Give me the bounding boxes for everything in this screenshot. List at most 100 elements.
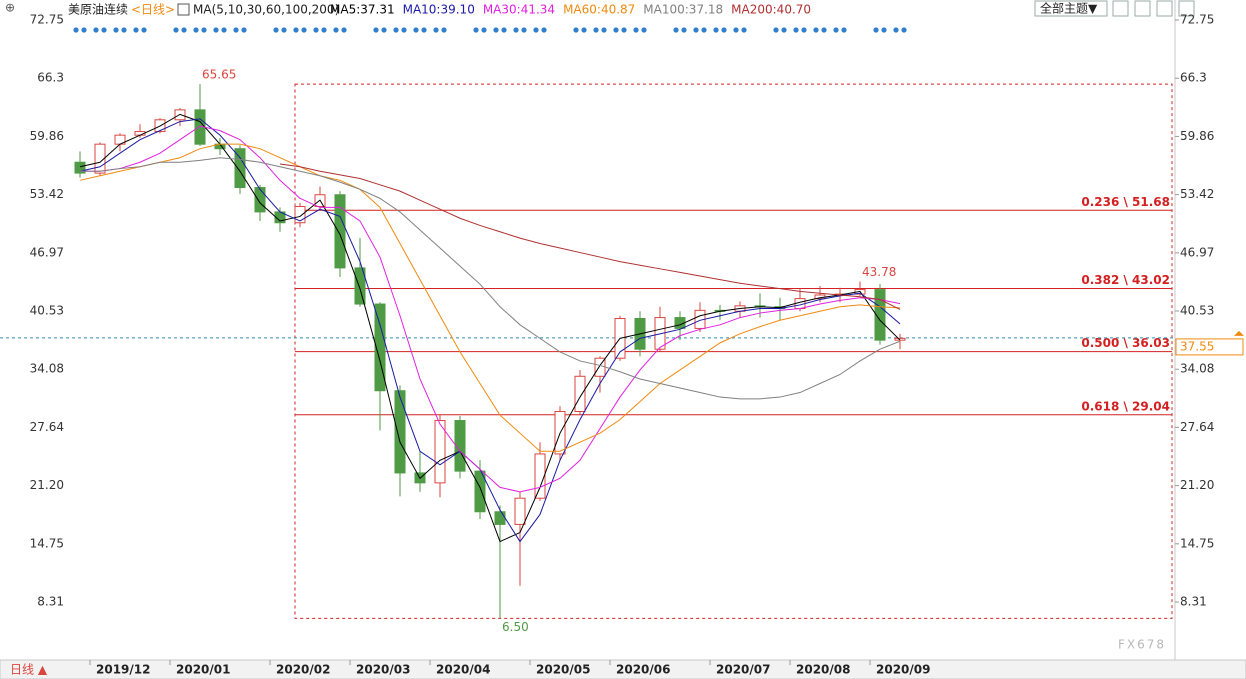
signal-dot <box>201 27 207 33</box>
signal-dot <box>193 27 199 33</box>
signal-dot <box>533 27 539 33</box>
candle-body <box>94 143 106 174</box>
fib-label: 0.236 \ 51.68 <box>1081 195 1170 209</box>
header: 美原油连续 <日线> MA(5,10,30,60,100,200) <box>68 2 339 17</box>
y-tick-label-right: 14.75 <box>1180 536 1214 550</box>
signal-dot <box>73 27 79 33</box>
x-tick-label: 2020/05 <box>536 663 590 677</box>
candle-body <box>514 497 526 525</box>
signal-dot <box>293 27 299 33</box>
signal-dot <box>733 27 739 33</box>
move-button[interactable] <box>1156 0 1173 17</box>
y-tick-label-right: 53.42 <box>1180 187 1214 201</box>
signal-dot <box>593 27 599 33</box>
indicator-icon[interactable] <box>177 3 190 16</box>
y-tick-label: 8.31 <box>37 594 64 608</box>
signal-dot <box>133 27 139 33</box>
signal-dot <box>393 27 399 33</box>
signal-dot <box>681 27 687 33</box>
fib-label: 0.382 \ 43.02 <box>1081 273 1170 287</box>
y-tick-label-right: 8.31 <box>1180 594 1207 608</box>
y-tick-label: 72.75 <box>30 12 64 26</box>
legend-entry: MA60:40.87 <box>563 3 635 17</box>
signal-dot <box>813 27 819 33</box>
signal-dot <box>841 27 847 33</box>
x-tick-label: 2020/03 <box>356 663 410 677</box>
y-tick-label-right: 34.08 <box>1180 362 1214 376</box>
y-tick-label: 40.53 <box>30 303 64 317</box>
signal-dot <box>301 27 307 33</box>
legend-entry: MA30:41.34 <box>483 3 555 17</box>
candle-body <box>494 511 506 525</box>
x-tick-label: 2020/06 <box>616 663 670 677</box>
price-annotation: 6.50 <box>502 620 529 634</box>
y-tick-label-right: 72.75 <box>1180 12 1214 26</box>
y-tick-label: 53.42 <box>30 187 64 201</box>
signal-dot <box>333 27 339 33</box>
last-price-box <box>1175 338 1244 356</box>
signal-dot <box>213 27 219 33</box>
y-tick-label: 34.08 <box>30 362 64 376</box>
candle-body <box>374 303 386 392</box>
period-button[interactable]: 日线 ▲ <box>10 663 48 677</box>
candle-body <box>294 205 306 224</box>
signal-dot <box>501 27 507 33</box>
candle-body <box>254 187 266 213</box>
y-tick-label-right: 66.3 <box>1180 71 1207 85</box>
candle-body <box>874 289 886 341</box>
theme-button[interactable] <box>1034 0 1108 17</box>
legend-entry: MA5:37.31 <box>330 3 395 17</box>
signal-dot <box>473 27 479 33</box>
signal-dot <box>273 27 279 33</box>
signal-dot <box>521 27 527 33</box>
legend-entry: MA10:39.10 <box>403 3 475 17</box>
candle-body <box>354 267 366 305</box>
x-tick-label: 2020/07 <box>716 663 770 677</box>
signal-dot <box>713 27 719 33</box>
ma-line <box>80 125 901 493</box>
y-tick-label: 46.97 <box>30 245 64 259</box>
signal-dot <box>241 27 247 33</box>
x-tick-label: 2019/12 <box>96 663 150 677</box>
candle-body <box>334 194 346 269</box>
x-tick-label: 2020/09 <box>876 663 930 677</box>
ma-line <box>80 157 901 400</box>
signal-dot <box>281 27 287 33</box>
last-price-label: 37.55 <box>1180 339 1214 353</box>
signal-dot <box>673 27 679 33</box>
signal-dot <box>901 27 907 33</box>
x-tick-label: 2020/04 <box>436 663 490 677</box>
signal-dot <box>581 27 587 33</box>
legend-entry: MA200:40.70 <box>731 3 811 17</box>
signal-dot <box>641 27 647 33</box>
signal-dot <box>341 27 347 33</box>
signal-dot <box>441 27 447 33</box>
signal-dot <box>873 27 879 33</box>
signal-dot <box>773 27 779 33</box>
signal-dot <box>381 27 387 33</box>
signal-dot <box>541 27 547 33</box>
signal-dot <box>781 27 787 33</box>
signal-dot <box>613 27 619 33</box>
zoom-out-button[interactable] <box>1134 0 1151 17</box>
fullscreen-button[interactable] <box>1178 0 1195 17</box>
signal-dot <box>413 27 419 33</box>
zoom-in-button[interactable] <box>1112 0 1129 17</box>
candle-body <box>234 148 246 189</box>
signal-dot <box>793 27 799 33</box>
signal-dot <box>881 27 887 33</box>
period-label: <日线> <box>131 3 175 17</box>
ma-line <box>79 118 901 543</box>
signal-dot <box>481 27 487 33</box>
signal-dot <box>321 27 327 33</box>
price-annotation: 65.65 <box>202 68 236 82</box>
signal-dot <box>233 27 239 33</box>
candle-body <box>394 390 406 474</box>
signal-dot <box>633 27 639 33</box>
fib-label: 0.500 \ 36.03 <box>1081 336 1170 350</box>
crosshair-icon: ⊕ <box>5 1 15 15</box>
candle-body <box>74 161 86 174</box>
ma-line <box>279 163 901 310</box>
signal-dot <box>801 27 807 33</box>
x-tick-label: 2020/08 <box>796 663 850 677</box>
